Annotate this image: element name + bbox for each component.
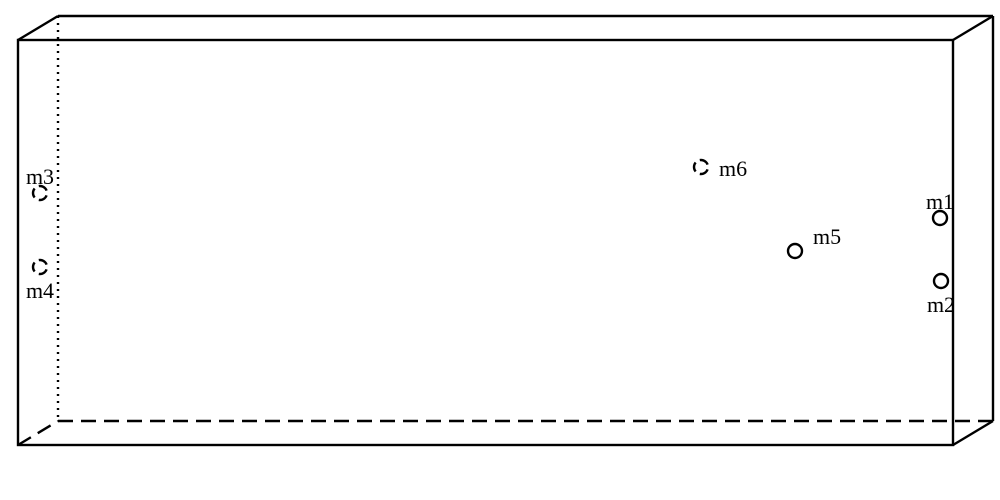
marker-label-m2: m2: [927, 292, 955, 317]
marker-circle-m4: [33, 263, 35, 272]
marker-circle-m5: [788, 244, 802, 258]
box-edge-front_tr-back_tr: [953, 16, 993, 40]
marker-label-m1: m1: [926, 189, 954, 214]
marker-circle-m4: [39, 269, 47, 274]
marker-m2: m2: [927, 274, 955, 317]
marker-m6: m6: [694, 156, 747, 181]
marker-m1: m1: [926, 189, 954, 225]
box-edge-front_bl-back_bl: [18, 421, 58, 445]
marker-m5: m5: [788, 224, 841, 258]
marker-circle-m2: [934, 274, 948, 288]
box-edge-front_br-back_br: [953, 421, 993, 445]
marker-label-m5: m5: [813, 224, 841, 249]
diagram-canvas: m1 m2 m3 m4 m5 m6: [0, 0, 1000, 500]
marker-m4: m4: [26, 260, 54, 303]
marker-circle-m4: [39, 260, 47, 265]
marker-label-m3: m3: [26, 164, 54, 189]
box-edge-front_tl-back_tl: [18, 16, 58, 40]
marker-label-m4: m4: [26, 278, 54, 303]
marker-circle-m6: [700, 160, 708, 165]
marker-circle-m3: [33, 189, 35, 198]
marker-circle-m3: [39, 195, 47, 200]
marker-m3: m3: [26, 164, 54, 200]
marker-circle-m6: [694, 163, 696, 172]
marker-circle-m6: [700, 169, 708, 174]
marker-label-m6: m6: [719, 156, 747, 181]
